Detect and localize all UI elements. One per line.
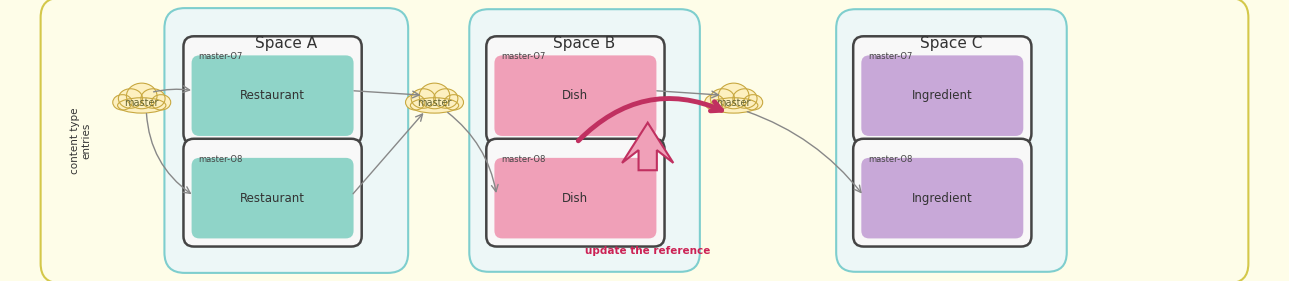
FancyBboxPatch shape [853,139,1031,246]
Text: content type
entries: content type entries [70,107,92,174]
FancyBboxPatch shape [183,139,362,246]
FancyBboxPatch shape [192,158,353,238]
FancyBboxPatch shape [469,9,700,272]
FancyBboxPatch shape [486,139,665,246]
FancyBboxPatch shape [486,36,665,144]
FancyBboxPatch shape [853,36,1031,144]
Ellipse shape [433,89,458,108]
FancyBboxPatch shape [495,158,656,238]
Ellipse shape [406,95,425,110]
Text: master-O8: master-O8 [199,155,242,164]
Ellipse shape [445,95,464,110]
Ellipse shape [112,95,131,110]
FancyBboxPatch shape [183,36,362,144]
Ellipse shape [718,83,749,109]
Ellipse shape [119,89,143,108]
Ellipse shape [411,89,436,108]
FancyBboxPatch shape [861,55,1023,136]
FancyBboxPatch shape [495,55,656,136]
Text: Space A: Space A [255,36,317,51]
Text: Space B: Space B [553,36,616,51]
Ellipse shape [733,89,757,108]
Text: master-O7: master-O7 [199,52,242,61]
Text: Restaurant: Restaurant [240,192,305,205]
Text: Ingredient: Ingredient [911,89,973,102]
Text: master-O8: master-O8 [501,155,545,164]
Text: Space C: Space C [920,36,982,51]
Ellipse shape [117,98,166,113]
Text: Restaurant: Restaurant [240,89,305,102]
Ellipse shape [419,83,450,109]
Ellipse shape [141,89,165,108]
Text: Dish: Dish [562,192,589,205]
FancyBboxPatch shape [192,55,353,136]
FancyBboxPatch shape [165,8,409,273]
Text: master-O7: master-O7 [501,52,545,61]
Text: update the reference: update the reference [585,246,710,256]
FancyBboxPatch shape [861,158,1023,238]
Ellipse shape [710,89,735,108]
Text: master-O8: master-O8 [869,155,913,164]
Ellipse shape [705,95,724,110]
FancyBboxPatch shape [41,0,1248,281]
Polygon shape [623,123,673,170]
Ellipse shape [126,83,157,109]
Text: master: master [418,98,451,108]
Ellipse shape [151,95,170,110]
FancyBboxPatch shape [837,9,1067,272]
Ellipse shape [744,95,763,110]
Text: Dish: Dish [562,89,589,102]
Text: Ingredient: Ingredient [911,192,973,205]
Ellipse shape [709,98,758,113]
Text: master-O7: master-O7 [869,52,913,61]
Ellipse shape [410,98,459,113]
Text: master: master [717,98,751,108]
Text: master: master [125,98,159,108]
